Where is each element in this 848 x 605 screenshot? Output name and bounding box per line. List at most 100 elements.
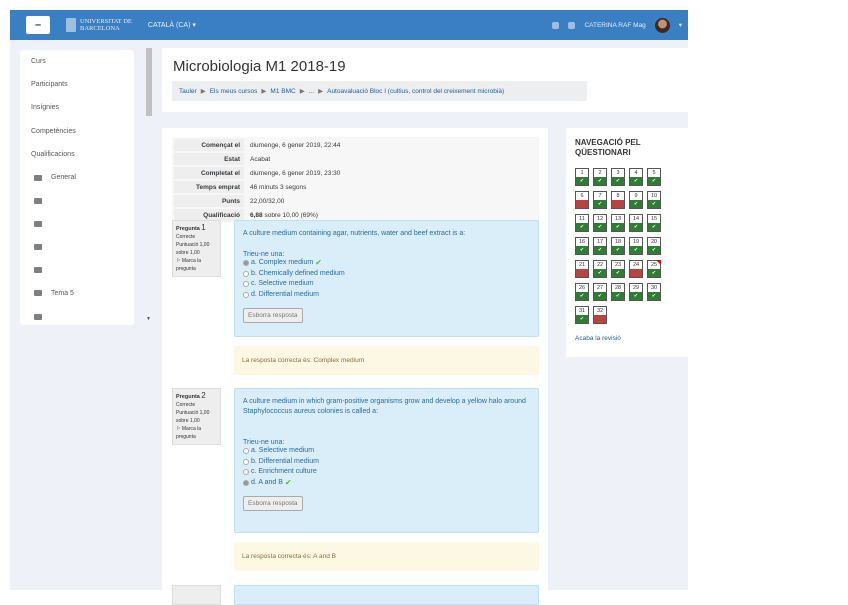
radio-button[interactable] [243,260,249,267]
check-icon: ✔ [594,246,606,254]
answer-option[interactable]: a. Selective medium [243,446,530,457]
question-nav-button[interactable]: 3 ✔ [611,168,625,186]
question-nav-button[interactable]: 23 ✔ [611,260,625,278]
breadcrumb-link[interactable]: Els meus cursos [209,87,258,95]
scrollbar[interactable] [146,48,152,116]
radio-button[interactable] [243,458,249,465]
question-nav-button[interactable]: 30 ✔ [647,283,661,301]
shield-icon [66,18,76,32]
answer-option[interactable]: c. Enrichment culture [243,467,530,478]
question-nav-button[interactable]: 14 ✔ [629,214,643,232]
question-nav-button[interactable]: 25 ✔ [647,260,661,278]
block-title: NAVEGACIÓ PEL QÜESTIONARI [575,138,641,157]
question-nav-button[interactable]: 17 ✔ [593,237,607,255]
breadcrumb-link[interactable]: Autoavaluació Bloc I (cultius, control d… [327,87,505,95]
summary-row: Estat Acabat [174,153,537,165]
summary-row: Completat el diumenge, 6 gener 2019, 23:3… [174,167,537,179]
drawer-item[interactable]: Competències [20,120,134,143]
question-nav-button[interactable]: 32 [593,306,607,324]
question-nav-button[interactable]: 26 ✔ [575,283,589,301]
radio-button[interactable] [243,479,249,486]
question-nav-button[interactable]: 20 ✔ [647,237,661,255]
question-nav-button[interactable]: 10 ✔ [647,191,661,209]
breadcrumb-link[interactable]: Tauler [179,87,197,95]
question-nav-button[interactable]: 7 ✔ [593,191,607,209]
question-nav-button[interactable]: 1 ✔ [575,168,589,186]
question-number: 4 [634,170,638,176]
question-nav-button[interactable]: 2 ✔ [593,168,607,186]
question-nav-button[interactable]: 22 ✔ [593,260,607,278]
check-icon: ✔ [315,258,322,267]
question-number: 10 [650,193,658,199]
answer-label: b. Chemically defined medium [251,269,345,277]
question-nav-button[interactable]: 18 ✔ [611,237,625,255]
drawer-item[interactable]: Qualificacions [20,143,134,166]
radio-button[interactable] [243,291,249,298]
drawer-section[interactable] [20,236,134,259]
drawer-item-label: Competències [31,127,76,135]
check-icon: ✔ [612,177,624,185]
breadcrumb-link[interactable]: ... [308,87,315,95]
question-nav-button[interactable]: 24 [629,260,643,278]
language-menu[interactable]: CATALÀ (CA) ▾ [147,22,196,29]
question-nav-button[interactable]: 13 ✔ [611,214,625,232]
finish-review-link[interactable]: Acaba la revisió [575,335,621,342]
question-nav-button[interactable]: 16 ✔ [575,237,589,255]
drawer-section[interactable] [20,212,134,235]
university-logo[interactable]: UNIVERSITAT DE BARCELONA [66,18,132,32]
question-nav-button[interactable]: 5 ✔ [647,168,661,186]
chevron-down-icon[interactable]: ▾ [678,22,682,29]
drawer-item[interactable]: Insígnies [20,96,134,119]
question-label: Pregunta [176,226,200,232]
question-nav-button[interactable]: 31 ✔ [575,306,589,324]
check-icon: ✔ [630,177,642,185]
user-name[interactable]: CATERINA RAF Mag [584,21,646,29]
breadcrumb-link[interactable]: M1 BMC [270,87,296,95]
summary-label: Qualificació [174,209,244,221]
question-nav-button[interactable]: 12 ✔ [593,214,607,232]
question-nav-button[interactable]: 28 ✔ [611,283,625,301]
folder-icon [34,197,42,204]
question-number: 13 [614,216,622,222]
question-nav-button[interactable]: 27 ✔ [593,283,607,301]
bell-icon[interactable] [552,21,560,29]
drawer-section[interactable]: Tema 5 [20,282,134,305]
drawer-item[interactable]: Curs [20,50,134,73]
question-nav-button[interactable]: 6 [575,191,589,209]
answer-option[interactable]: b. Differential medium [243,457,530,468]
answer-option[interactable]: b. Chemically defined medium [243,269,530,280]
clear-answer-button[interactable]: Esborra resposta [243,308,303,323]
drawer-section[interactable]: General [20,166,134,189]
question-nav-button[interactable]: 21 [575,260,589,278]
answer-option[interactable]: d. A and B ✔ [243,478,530,489]
message-icon[interactable] [568,21,576,29]
question-nav-button[interactable]: 4 ✔ [629,168,643,186]
radio-button[interactable] [243,281,249,288]
drawer-section[interactable] [20,305,134,328]
scroll-down-icon[interactable]: ▼ [146,316,151,322]
answer-option[interactable]: a. Complex medium ✔ [243,258,530,269]
radio-button[interactable] [243,469,249,476]
drawer-item[interactable]: Participants [20,73,134,96]
quiz-navigation-block: NAVEGACIÓ PEL QÜESTIONARI 1 ✔ 2 ✔ 3 ✔ 4 ✔ 5 ✔ 6 7 ✔ 8 9… [566,128,688,357]
summary-row: Qualificació 6,88 sobre 10,00 (69%) [174,209,537,221]
flag-question[interactable]: ⚐ Marca la pregunta [176,425,217,441]
flag-question[interactable]: ⚐ Marca la pregunta [176,257,217,273]
question-nav-button[interactable]: 8 [611,191,625,209]
drawer-section[interactable] [20,259,134,282]
hamburger-icon[interactable]: – [26,16,50,34]
question-nav-button[interactable]: 9 ✔ [629,191,643,209]
question-nav-button[interactable]: 11 ✔ [575,214,589,232]
answer-option[interactable]: c. Selective medium [243,279,530,290]
answer-label: c. Selective medium [251,280,314,287]
question-nav-button[interactable]: 19 ✔ [629,237,643,255]
avatar[interactable] [654,17,670,33]
answer-option[interactable]: d. Differential medium [243,290,530,301]
question-number: 12 [596,216,604,222]
question-nav-button[interactable]: 29 ✔ [629,283,643,301]
clear-answer-button[interactable]: Esborra resposta [243,496,303,511]
drawer-section[interactable] [20,189,134,212]
radio-button[interactable] [243,270,249,277]
question-nav-button[interactable]: 15 ✔ [647,214,661,232]
radio-button[interactable] [243,448,249,455]
